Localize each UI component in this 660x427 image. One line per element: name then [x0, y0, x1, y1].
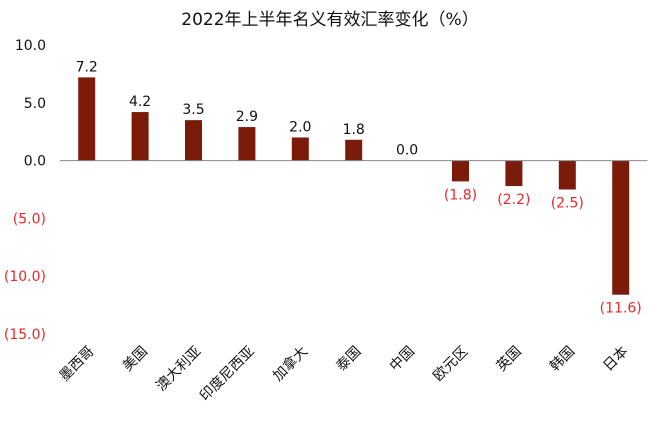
- data-label: (2.2): [497, 192, 530, 208]
- category-label: 加拿大: [269, 343, 311, 385]
- data-label: 3.5: [182, 102, 204, 118]
- bar: [452, 160, 469, 182]
- bar: [291, 137, 309, 161]
- category-label: 印度尼西亚: [197, 344, 258, 405]
- data-label: (11.6): [600, 301, 642, 317]
- y-axis-ticks: 10.0 5.0 0.0 (5.0) (10.0) (15.0): [4, 38, 46, 343]
- y-tick-label: (10.0): [4, 269, 46, 285]
- bar: [185, 120, 202, 161]
- chart-title: 2022年上半年名义有效汇率变化（%）: [181, 10, 478, 30]
- bar: [238, 127, 256, 161]
- category-label: 英国: [493, 343, 525, 375]
- category-label: 韩国: [547, 344, 578, 375]
- bar: [612, 160, 630, 295]
- y-tick-label: 0.0: [24, 154, 46, 170]
- data-label: 7.2: [76, 59, 98, 75]
- data-label: (1.8): [444, 187, 477, 203]
- data-label: 2.0: [289, 119, 311, 135]
- y-tick-label: 5.0: [24, 96, 46, 112]
- category-label: 澳大利亚: [153, 344, 204, 395]
- data-label: 4.2: [129, 94, 151, 110]
- bar: [78, 77, 96, 161]
- category-label: 欧元区: [430, 344, 471, 385]
- bars: [78, 77, 630, 295]
- bar: [558, 160, 576, 190]
- category-label: 墨西哥: [57, 344, 98, 385]
- y-tick-label: (15.0): [4, 327, 46, 343]
- data-label: 0.0: [396, 143, 418, 159]
- bar: [131, 112, 149, 161]
- data-label: 1.8: [343, 122, 365, 138]
- bar: [505, 160, 523, 187]
- data-label: 2.9: [236, 109, 258, 125]
- y-tick-label: (5.0): [13, 211, 46, 227]
- y-tick-label: 10.0: [15, 38, 46, 54]
- category-label: 日本: [600, 344, 631, 375]
- category-label: 美国: [120, 344, 151, 375]
- data-label: (2.5): [551, 196, 584, 212]
- category-label: 泰国: [333, 344, 364, 375]
- data-labels: 7.2 4.2 3.5 2.9 2.0 1.8 0.0 (1.8) (2.2) (2.5) (11.…: [76, 59, 642, 316]
- category-label: 中国: [387, 344, 418, 375]
- bar: [345, 139, 363, 161]
